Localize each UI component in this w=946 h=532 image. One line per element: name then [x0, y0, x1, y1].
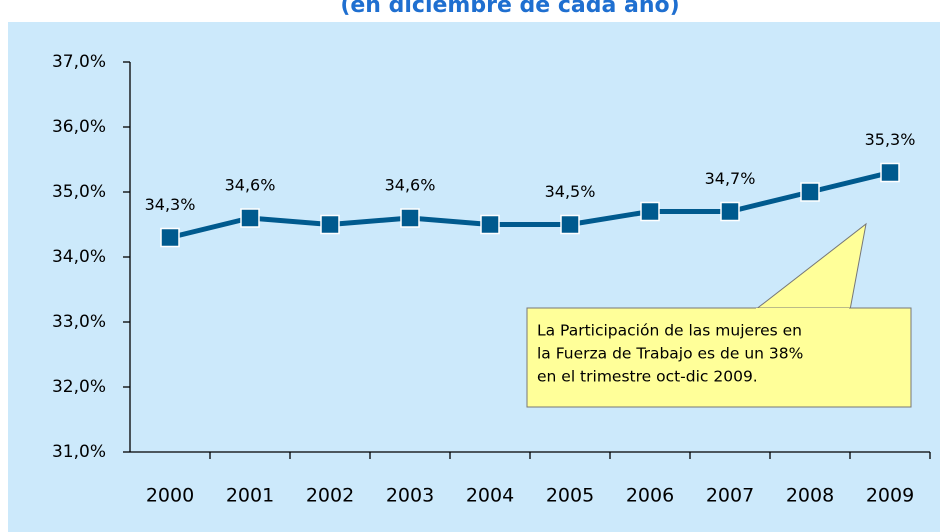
- data-point: [720, 201, 740, 222]
- x-tick-label: 2008: [786, 485, 834, 507]
- data-label: 34,5%: [545, 182, 596, 201]
- y-tick-label: 35,0%: [52, 182, 106, 202]
- callout-line: en el trimestre oct-dic 2009.: [537, 368, 758, 386]
- callout-line: La Participación de las mujeres en: [537, 322, 802, 340]
- data-point: [880, 162, 900, 183]
- x-tick-label: 2006: [626, 485, 674, 507]
- callout-box: [526, 307, 912, 408]
- data-label: 35,3%: [865, 130, 916, 149]
- y-tick-label: 34,0%: [52, 247, 106, 267]
- x-tick-label: 2004: [466, 485, 514, 507]
- data-point: [160, 227, 180, 248]
- y-tick-label: 36,0%: [52, 117, 106, 137]
- x-tick-label: 2002: [306, 485, 354, 507]
- x-tick-label: 2009: [866, 485, 914, 507]
- y-tick-label: 32,0%: [52, 377, 106, 397]
- data-label: 34,6%: [385, 176, 436, 195]
- y-tick-label: 33,0%: [52, 312, 106, 332]
- data-point: [320, 214, 340, 235]
- data-line: [169, 170, 891, 240]
- x-tick-label: 2005: [546, 485, 594, 507]
- y-tick-label: 37,0%: [52, 52, 106, 72]
- data-label: 34,7%: [705, 169, 756, 188]
- data-point: [400, 208, 420, 228]
- chart-background: [8, 22, 940, 532]
- x-tick-label: 2007: [706, 485, 754, 507]
- data-label: 34,3%: [145, 195, 196, 214]
- callout-line: la Fuerza de Trabajo es de un 38%: [537, 345, 803, 363]
- callout-text: La Participación de las mujeres en la Fue…: [537, 322, 803, 386]
- data-point: [240, 208, 260, 228]
- data-point: [800, 182, 820, 202]
- y-tick-label: 31,0%: [52, 442, 106, 462]
- x-tick-label: 2000: [146, 485, 194, 507]
- data-point: [480, 214, 500, 235]
- x-tick-label: 2003: [386, 485, 434, 507]
- data-point: [560, 214, 580, 235]
- x-tick-label: 2001: [226, 485, 274, 507]
- data-label: 34,6%: [225, 176, 276, 195]
- chart-subtitle: (en diciembre de cada año): [340, 0, 679, 18]
- data-point: [640, 201, 660, 222]
